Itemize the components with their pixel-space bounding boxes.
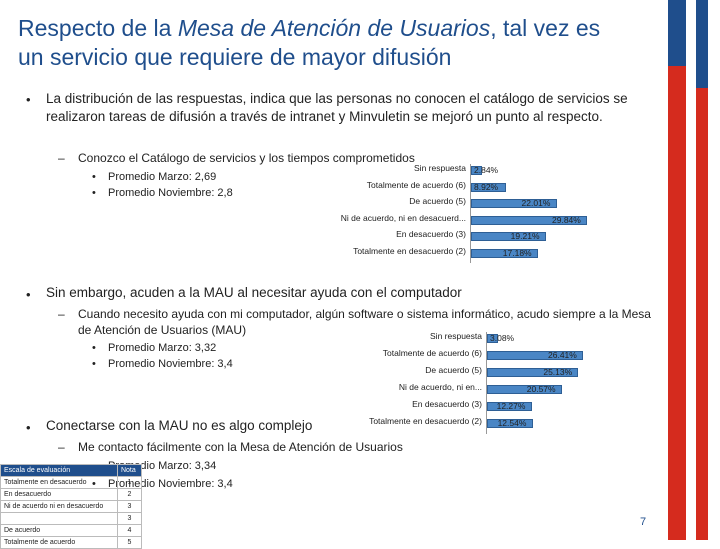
chart-category-label: Ni de acuerdo, ni en desacuerd... — [340, 212, 466, 223]
chart-category-label: En desacuerdo (3) — [396, 229, 466, 239]
bullet-3-text: Conectarse con la MAU no es algo complej… — [46, 418, 313, 433]
table-cell: 3 — [116, 512, 143, 525]
bullet-dot: • — [26, 420, 31, 435]
table-cell: 3 — [116, 500, 143, 513]
chart-value-label: 3.08% — [490, 333, 515, 343]
bullet-2-avg-march: Promedio Marzo: 3,32 — [108, 342, 217, 354]
table-row: En desacuerdo 2 — [0, 488, 143, 501]
chart-bar — [471, 166, 483, 175]
chart-value-label: 2.84% — [474, 165, 499, 175]
bullet-1-avg-nov: Promedio Noviembre: 2,8 — [108, 187, 233, 199]
chart-value-label: 12.54% — [497, 418, 527, 428]
table-cell: 2 — [116, 488, 143, 501]
chart-mau: Sin respuesta 3.08% Totalmente de acuerdo … — [340, 331, 600, 434]
chart-bar — [487, 385, 562, 394]
chart-value-label: 12.27% — [496, 401, 526, 411]
bullet-2-sub: Cuando necesito ayuda con mi computador,… — [78, 307, 651, 337]
table-header-cell: Escala de evaluación — [0, 464, 118, 477]
dash: – — [58, 307, 65, 321]
chart-catalogo: Sin respuesta 2.84% Totalmente de acuerdo … — [300, 163, 600, 264]
bullet-dot: • — [26, 287, 31, 302]
chart-value-label: 19.21% — [510, 231, 540, 241]
dash: – — [58, 151, 65, 165]
bullet-1-sub: Conozco el Catálogo de servicios y los t… — [78, 151, 415, 165]
bullet-1-avg-march: Promedio Marzo: 2,69 — [108, 171, 217, 183]
table-cell — [0, 512, 118, 525]
chart-category-label: Totalmente en desacuerdo (2) — [369, 416, 482, 426]
chart-value-label: 17.18% — [502, 247, 532, 258]
table-cell: Totalmente de acuerdo — [0, 536, 118, 549]
table-header-cell: Nota — [116, 464, 143, 477]
chart-category-label: De acuerdo (5) — [425, 365, 482, 375]
slide-title: Respecto de la Mesa de Atención de Usuar… — [18, 15, 601, 70]
dash: – — [58, 440, 65, 454]
table-header: Escala de evaluación Nota — [0, 464, 143, 477]
scale-table: Escala de evaluación Nota Totalmente en de… — [0, 464, 143, 549]
chart-category-label: Totalmente de acuerdo (6) — [382, 348, 482, 358]
chart-bar — [471, 232, 546, 241]
chart-category-label: Totalmente de acuerdo (6) — [366, 179, 466, 190]
bullet-dot: • — [92, 358, 96, 370]
table-cell: De acuerdo — [0, 524, 118, 537]
bullet-dot: • — [92, 187, 96, 199]
table-row: De acuerdo 4 — [0, 524, 143, 537]
table-row: Ni de acuerdo ni en desacuerdo 3 — [0, 500, 143, 513]
chart-category-label: Ni de acuerdo, ni en... — [398, 382, 482, 392]
table-cell: 1 — [116, 476, 143, 489]
chart-category-label: Totalmente en desacuerdo (2) — [353, 245, 466, 256]
chart-bar — [471, 182, 506, 192]
table-cell: Totalmente en desacuerdo — [0, 476, 118, 489]
chart-category-label: En desacuerdo (3) — [412, 399, 482, 409]
chart-category-label: De acuerdo (5) — [409, 196, 466, 206]
chart-value-label: 25.13% — [543, 367, 573, 377]
chart-bar — [471, 248, 538, 258]
chart-axis — [486, 332, 487, 434]
chart-bar — [487, 368, 579, 377]
bullet-1-text: La distribución de las respuestas, indic… — [46, 91, 628, 124]
chart-bar — [487, 419, 533, 428]
chart-bar — [487, 402, 532, 411]
table-row: Totalmente en desacuerdo 1 — [0, 476, 143, 489]
chart-value-label: 26.41% — [548, 350, 577, 360]
table-cell: En desacuerdo — [0, 488, 118, 501]
chart-bar — [487, 334, 499, 343]
bullet-2-text: Sin embargo, acuden a la MAU al necesita… — [46, 285, 462, 300]
chart-value-label: 22.01% — [521, 198, 551, 208]
chart-category-label: Sin respuesta — [414, 163, 466, 173]
table-cell: Ni de acuerdo ni en desacuerdo — [0, 500, 118, 513]
table-cell: 5 — [116, 536, 143, 549]
chart-bar — [471, 215, 587, 225]
table-cell: 4 — [116, 524, 143, 537]
chart-value-label: 20.57% — [526, 384, 556, 394]
chile-flag-stripe — [668, 0, 720, 540]
bullet-2-avg-nov: Promedio Noviembre: 3,4 — [108, 358, 233, 370]
bullet-3-sub: Me contacto fácilmente con la Mesa de At… — [78, 440, 403, 454]
chart-value-label: 29.84% — [552, 214, 581, 225]
chart-bar — [487, 351, 583, 360]
chart-bar — [471, 199, 557, 208]
bullet-dot: • — [92, 342, 96, 354]
bullet-dot: • — [92, 171, 96, 183]
bullet-dot: • — [26, 92, 31, 107]
table-row: Totalmente de acuerdo 5 — [0, 536, 143, 549]
chart-axis — [470, 164, 471, 263]
page-number: 7 — [640, 516, 647, 528]
table-row: 3 — [0, 512, 143, 525]
chart-value-label: 8.92% — [474, 181, 499, 192]
chart-category-label: Sin respuesta — [430, 331, 482, 341]
